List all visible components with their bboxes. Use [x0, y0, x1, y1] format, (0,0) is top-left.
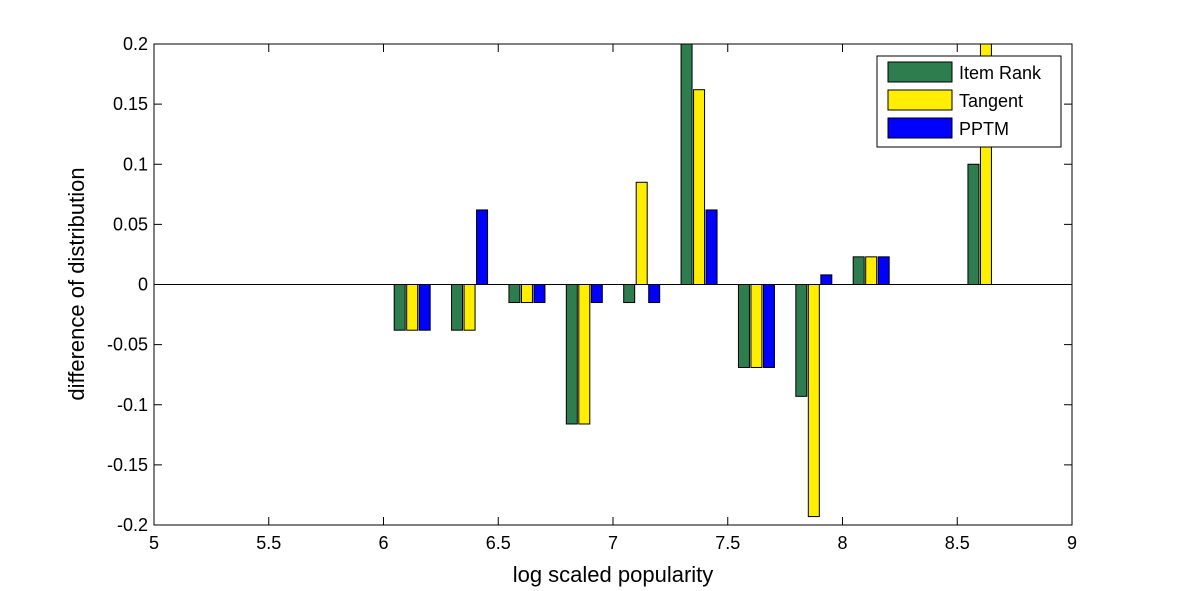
bar-tangent [693, 89, 706, 285]
legend-label: Tangent [959, 91, 1023, 111]
bar-pptm [762, 284, 775, 368]
bar-pptm [705, 209, 718, 286]
y-tick-label: 0.05 [113, 214, 148, 234]
y-tick-label: 0.15 [113, 94, 148, 114]
bar-pptm [590, 284, 603, 304]
legend-swatch [887, 61, 953, 83]
bar-pptm [418, 284, 431, 331]
y-tick-label: 0.1 [123, 154, 148, 174]
bar-tangent [463, 284, 476, 331]
y-tick-label: -0.05 [107, 335, 148, 355]
x-axis-label: log scaled popularity [513, 562, 714, 587]
legend: Item Rank Tangent PPTM [876, 55, 1062, 148]
y-tick-label: -0.2 [117, 515, 148, 535]
x-axis: 5 5.5 6 6.5 7 7.5 8 8.5 9 [149, 44, 1077, 553]
legend-swatch [887, 89, 953, 111]
x-tick-label: 8 [837, 533, 847, 553]
bar-pptm [648, 284, 661, 304]
bar-pptm [476, 209, 489, 286]
bar-item-rank [967, 163, 980, 285]
bar-item-rank [565, 284, 578, 425]
bar-item-rank [451, 284, 464, 331]
x-tick-label: 7.5 [715, 533, 740, 553]
y-axis-label: difference of distribution [64, 167, 89, 400]
legend-label: PPTM [959, 119, 1009, 139]
bar-tangent [750, 284, 763, 368]
legend-swatch [887, 117, 953, 139]
bar-item-rank [508, 284, 521, 304]
bar-pptm [533, 284, 546, 304]
x-tick-label: 9 [1067, 533, 1077, 553]
y-tick-label: 0 [138, 275, 148, 295]
y-tick-label: 0.2 [123, 34, 148, 54]
bar-item-rank [737, 284, 750, 368]
bar-item-rank [680, 43, 693, 285]
x-tick-label: 8.5 [945, 533, 970, 553]
x-tick-label: 6 [378, 533, 388, 553]
x-tick-label: 6.5 [486, 533, 511, 553]
bar-item-rank [393, 284, 406, 331]
y-tick-label: -0.1 [117, 395, 148, 415]
bar-item-rank [795, 284, 808, 397]
bar-item-rank [852, 256, 865, 285]
bar-tangent [406, 284, 419, 331]
bar-tangent [520, 284, 533, 304]
bar-item-rank [623, 284, 636, 304]
x-tick-label: 5.5 [256, 533, 281, 553]
x-tick-label: 5 [149, 533, 159, 553]
y-axis: 0.2 0.15 0.1 0.05 0 -0.05 -0.1 -0.15 -0.2 [107, 34, 1072, 535]
y-tick-label: -0.15 [107, 455, 148, 475]
bar-tangent [578, 284, 591, 425]
bar-tangent [865, 256, 878, 285]
bar-pptm [877, 256, 890, 285]
legend-label: Item Rank [959, 63, 1042, 83]
bar-tangent [635, 181, 648, 286]
x-tick-label: 7 [608, 533, 618, 553]
bar-tangent [807, 284, 820, 518]
bar-pptm [820, 274, 833, 286]
